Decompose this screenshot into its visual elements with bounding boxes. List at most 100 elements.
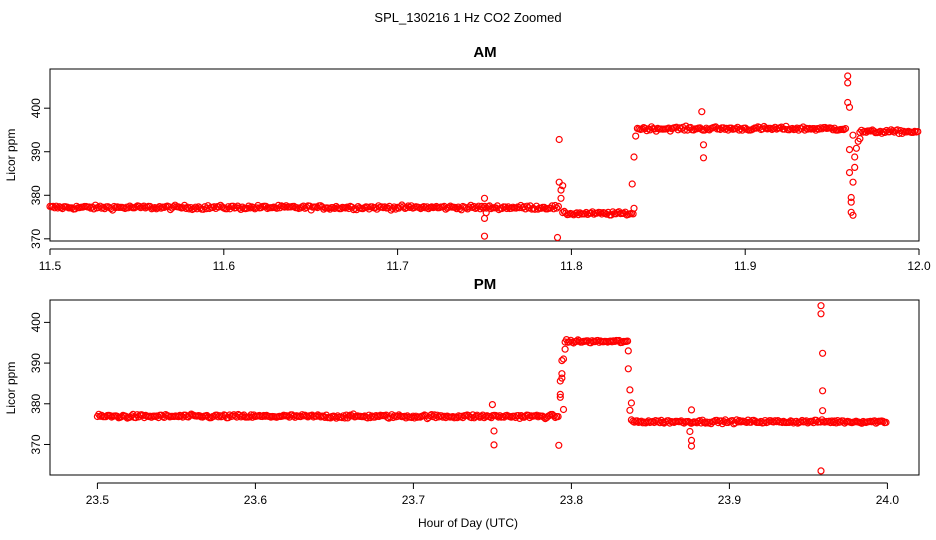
am-outlier-point <box>482 209 490 217</box>
pm-outlier-point <box>687 442 696 450</box>
panel-pm-points <box>93 302 890 475</box>
am-outlier-point <box>847 198 855 206</box>
panel-am-frame <box>49 68 920 242</box>
am-data-point <box>90 205 98 213</box>
am-outlier-point <box>480 232 489 240</box>
pm-y-tick-label: 400 <box>29 312 43 332</box>
pm-y-tick-label: 370 <box>29 434 43 454</box>
pm-outlier-point <box>555 441 563 449</box>
pm-outlier-point <box>559 405 568 414</box>
pm-x-tick-label: 23.9 <box>718 493 742 507</box>
am-data-point <box>52 202 60 210</box>
am-data-point <box>451 203 459 212</box>
am-data-point <box>889 127 897 135</box>
chart-title: SPL_130216 1 Hz CO2 Zoomed <box>374 10 561 25</box>
am-data-point <box>245 202 253 210</box>
am-outlier-point <box>630 153 638 161</box>
am-outlier-point <box>699 154 708 162</box>
pm-data-point <box>554 413 562 421</box>
am-data-point <box>788 124 796 133</box>
am-outlier-point <box>480 214 489 222</box>
am-data-point <box>914 128 922 136</box>
pm-outlier-point <box>817 467 825 475</box>
am-x-tick-label: 11.9 <box>734 259 757 273</box>
pm-outlier-point <box>818 407 827 415</box>
am-outlier-point <box>851 163 859 171</box>
am-data-point <box>602 210 611 218</box>
am-x-tick-label: 11.5 <box>39 259 62 273</box>
am-x-tick-label: 12.0 <box>907 259 931 273</box>
am-y-tick-label: 370 <box>29 228 43 248</box>
am-outlier-point <box>628 180 636 188</box>
am-data-point <box>534 205 542 213</box>
am-data-point <box>157 204 165 212</box>
am-data-point <box>554 202 563 210</box>
am-data-point <box>598 210 606 218</box>
pm-outlier-point <box>490 441 498 449</box>
am-outlier-point <box>480 194 489 202</box>
am-x-tick-label: 11.8 <box>560 259 583 273</box>
pm-outlier-point <box>488 401 496 409</box>
am-data-point <box>881 128 889 136</box>
pm-outlier-point <box>687 406 696 414</box>
am-outlier-point <box>699 141 708 149</box>
panel-pm-x-axis: 23.5 23.6 23.7 23.8 23.9 24.0 <box>86 482 900 507</box>
am-x-tick-label: 11.7 <box>386 259 409 273</box>
panel-am-ylabel: Licor ppm <box>4 129 18 182</box>
pm-outlier-point <box>558 357 566 365</box>
am-data-point <box>185 205 193 213</box>
pm-data-point <box>882 418 890 426</box>
am-outlier-point <box>856 135 864 143</box>
pm-y-tick-label: 380 <box>29 393 43 413</box>
panel-pm-ylabel: Licor ppm <box>4 362 18 415</box>
am-outlier-point <box>847 193 855 202</box>
pm-outlier-point <box>626 386 634 394</box>
am-outlier-point <box>849 211 857 219</box>
am-outlier-point <box>851 153 859 161</box>
am-outlier-point <box>557 186 565 194</box>
pm-outlier-point <box>561 345 569 353</box>
panel-pm-frame <box>49 299 920 476</box>
pm-outlier-point <box>556 390 564 398</box>
am-outlier-point <box>553 233 562 242</box>
am-data-point <box>191 203 200 211</box>
am-outlier-point <box>852 144 861 152</box>
am-data-point <box>276 204 284 212</box>
pm-outlier-point <box>558 370 566 378</box>
pm-x-tick-label: 24.0 <box>876 493 900 507</box>
pm-outlier-point <box>624 365 632 373</box>
am-outlier-point <box>559 182 567 190</box>
pm-outlier-point <box>556 393 564 401</box>
pm-outlier-point <box>687 436 696 444</box>
am-outlier-point <box>630 204 638 212</box>
am-data-point <box>841 125 850 133</box>
am-data-point <box>893 126 902 134</box>
pm-outlier-point <box>818 387 827 395</box>
am-outlier-point <box>555 135 563 144</box>
pm-outlier-point <box>817 302 825 310</box>
panel-am-y-axis: 370 380 390 400 <box>29 98 50 249</box>
am-outlier-point <box>849 131 857 139</box>
am-outlier-point <box>555 178 563 186</box>
pm-outlier-point <box>818 349 827 357</box>
am-outlier-point <box>632 132 640 140</box>
pm-outlier-point <box>490 427 498 435</box>
x-axis-title: Hour of Day (UTC) <box>418 516 518 530</box>
am-outlier-point <box>845 169 854 177</box>
panel-am-title: AM <box>473 44 496 61</box>
am-data-point <box>815 125 823 133</box>
pm-outlier-point <box>626 406 634 414</box>
pm-x-tick-label: 23.7 <box>402 493 426 507</box>
am-y-tick-label: 380 <box>29 185 43 205</box>
am-data-point <box>701 126 709 134</box>
am-y-tick-label: 390 <box>29 141 43 161</box>
pm-data-point <box>389 413 397 422</box>
panel-am-points <box>46 72 922 242</box>
am-data-point <box>337 205 345 213</box>
am-outlier-point <box>845 146 854 154</box>
am-x-tick-label: 11.6 <box>213 259 236 273</box>
am-outlier-point <box>698 108 706 116</box>
am-outlier-point <box>845 103 854 111</box>
